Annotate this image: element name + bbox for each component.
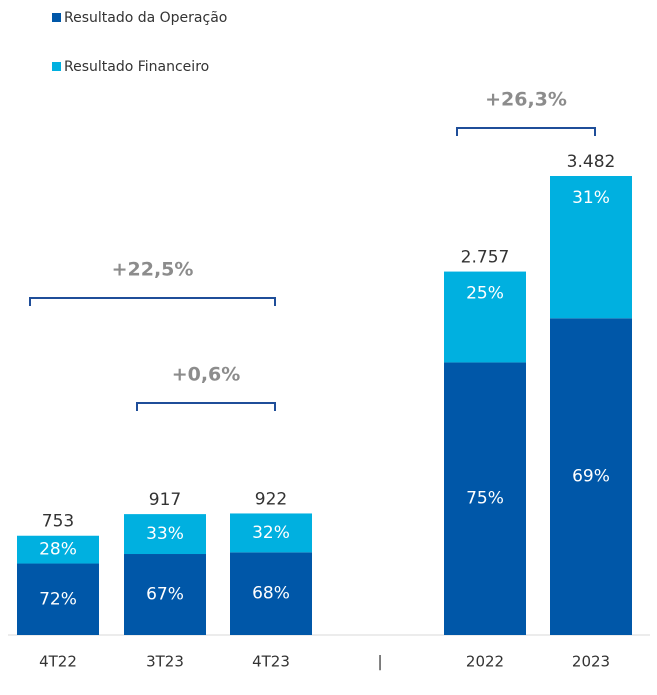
x-tick-label: | <box>377 653 382 671</box>
segment-label: 75% <box>466 489 504 509</box>
bracket <box>29 297 276 306</box>
bar-segment <box>230 552 312 635</box>
segment-label: 25% <box>466 284 504 304</box>
segment-label: 31% <box>572 188 610 208</box>
total-label: 922 <box>255 489 287 509</box>
bracket <box>456 127 596 136</box>
segment-label: 28% <box>39 540 77 560</box>
segment-label: 67% <box>146 585 184 605</box>
legend-label: Resultado Financeiro <box>64 59 209 75</box>
bar-segment <box>444 271 526 363</box>
bar-segment <box>444 362 526 635</box>
x-tick-label: 3T23 <box>146 653 184 671</box>
annotation: +22,5% <box>112 259 194 281</box>
legend-swatch <box>52 62 61 71</box>
bar-segment <box>550 176 632 319</box>
bar-segment <box>124 514 206 555</box>
bar-segment <box>17 535 99 564</box>
segment-label: 72% <box>39 589 77 609</box>
bar-segment <box>17 563 99 635</box>
x-tick-label: 2023 <box>572 653 610 671</box>
x-tick-label: 2022 <box>466 653 504 671</box>
bar-segment <box>550 318 632 635</box>
segment-label: 32% <box>252 523 290 543</box>
legend-swatch <box>52 13 61 22</box>
bar-segment <box>124 554 206 635</box>
total-label: 3.482 <box>567 152 616 172</box>
segment-label: 33% <box>146 524 184 544</box>
total-label: 2.757 <box>461 248 510 268</box>
annotation: +0,6% <box>172 364 241 386</box>
annotation: +26,3% <box>485 89 567 111</box>
x-tick-label: 4T23 <box>252 653 290 671</box>
legend-label: Resultado da Operação <box>64 10 227 26</box>
segment-label: 69% <box>572 467 610 487</box>
bracket <box>136 402 276 411</box>
bar-segment <box>230 513 312 553</box>
total-label: 917 <box>149 490 181 510</box>
segment-label: 68% <box>252 584 290 604</box>
total-label: 753 <box>42 512 74 532</box>
x-tick-label: 4T22 <box>39 653 77 671</box>
